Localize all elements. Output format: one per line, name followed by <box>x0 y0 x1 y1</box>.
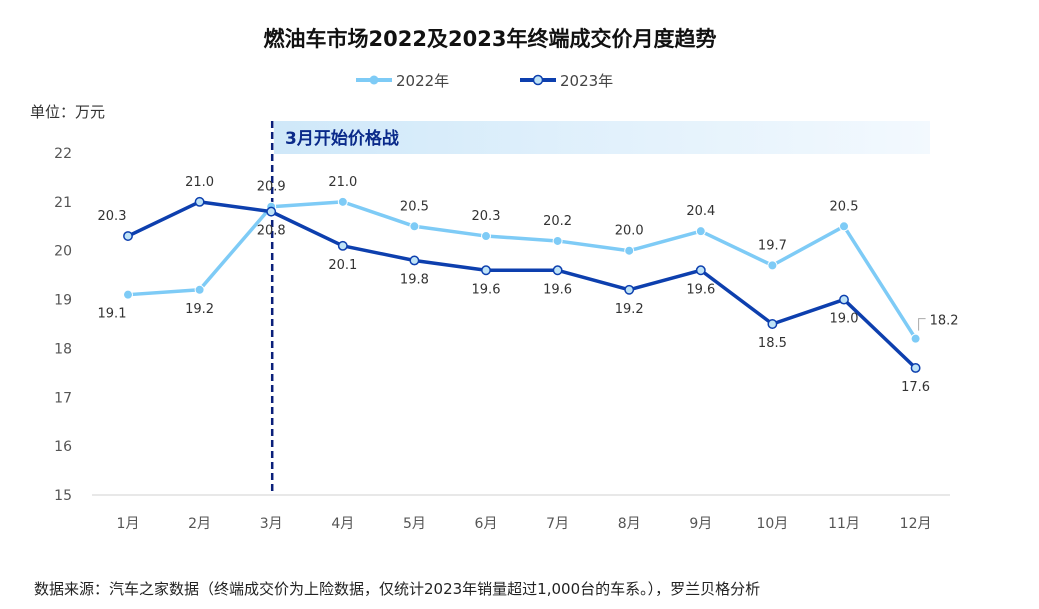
chart-title: 燃油车市场2022及2023年终端成交价月度趋势 <box>264 27 717 51</box>
series-line-2023 <box>127 200 917 370</box>
price-war-annotation: 3月开始价格战 <box>274 121 930 154</box>
data-point-2022 <box>123 289 133 300</box>
data-point-2023 <box>337 240 348 251</box>
data-point-2023 <box>910 363 921 373</box>
x-tick-label: 4月 <box>331 516 354 532</box>
legend-label-2022: 2022年 <box>396 72 449 90</box>
data-point-2023 <box>409 255 420 266</box>
data-label-2022: 20.4 <box>686 204 715 219</box>
data-point-2022 <box>839 221 849 232</box>
y-tick-label: 17 <box>54 390 72 406</box>
data-label-2022: 20.5 <box>400 199 429 214</box>
data-point-2022 <box>194 284 205 295</box>
data-label-2022: 20.9 <box>257 180 286 195</box>
data-label-2022: 19.7 <box>758 238 787 253</box>
leader-line <box>918 318 926 331</box>
source-note: 数据来源：汽车之家数据（终端成交价为上险数据，仅统计2023年销量超过1,000… <box>34 580 761 598</box>
x-tick-label: 10月 <box>756 516 788 532</box>
x-tick-label: 9月 <box>689 516 712 532</box>
data-point-2023 <box>123 231 133 242</box>
data-point-2023 <box>552 265 563 276</box>
data-point-2022 <box>481 231 491 242</box>
data-label-2023: 19.6 <box>686 282 715 297</box>
data-point-2023 <box>839 294 849 305</box>
unit-label: 单位：万元 <box>30 103 105 121</box>
data-label-2022: 20.5 <box>830 199 859 214</box>
y-tick-label: 18 <box>54 341 72 357</box>
x-tick-label: 3月 <box>260 516 283 532</box>
y-tick-label: 16 <box>54 439 72 455</box>
data-label-2022: 18.2 <box>930 314 959 329</box>
data-label-2023: 20.1 <box>328 258 357 273</box>
x-tick-label: 12月 <box>900 516 932 532</box>
data-labels: 19.1 20.3 19.2 21.0 20.9 20.8 21.0 20.1 20.5 19.8… <box>98 175 959 395</box>
data-label-2022: 20.0 <box>615 224 644 239</box>
line-chart: 燃油车市场2022及2023年终端成交价月度趋势 2022年 2023年 单位：… <box>30 27 959 532</box>
data-label-2022: 19.1 <box>98 307 127 322</box>
data-point-2022 <box>910 333 921 344</box>
annotation-text: 3月开始价格战 <box>285 128 399 149</box>
y-tick-label: 15 <box>54 488 72 504</box>
data-label-2023: 20.8 <box>257 224 286 239</box>
series-layer <box>123 196 921 373</box>
x-tick-label: 7月 <box>546 516 569 532</box>
data-label-2022: 21.0 <box>328 175 357 190</box>
series-line-2022 <box>127 200 918 340</box>
data-point-2023 <box>624 284 635 295</box>
legend-marker-2023 <box>532 74 544 86</box>
data-label-2023: 19.6 <box>472 282 501 297</box>
data-label-2023: 19.2 <box>615 302 644 317</box>
data-label-2023: 19.8 <box>400 272 429 287</box>
data-point-2023 <box>695 265 706 276</box>
data-point-2022 <box>695 226 706 237</box>
x-tick-label: 5月 <box>403 516 426 532</box>
data-label-2023: 19.0 <box>830 312 859 327</box>
data-point-2022 <box>624 245 635 256</box>
y-tick-label: 20 <box>54 244 72 260</box>
data-label-2023: 18.5 <box>758 336 787 351</box>
data-point-2023 <box>481 265 491 276</box>
x-axis-ticks: 1月 2月 3月 4月 5月 6月 7月 8月 9月 10月 11月 12月 <box>117 516 932 532</box>
x-tick-label: 1月 <box>117 516 140 532</box>
data-point-2023 <box>266 206 277 217</box>
annotation-band <box>274 121 930 154</box>
data-label-2023: 20.3 <box>98 209 127 224</box>
x-tick-label: 11月 <box>828 516 860 532</box>
data-point-2022 <box>767 260 778 271</box>
y-tick-label: 22 <box>54 146 72 162</box>
x-tick-label: 8月 <box>618 516 641 532</box>
x-tick-label: 6月 <box>475 516 498 532</box>
data-point-2022 <box>337 196 348 207</box>
data-point-2023 <box>767 319 778 329</box>
x-tick-label: 2月 <box>188 516 211 532</box>
legend: 2022年 2023年 <box>356 72 613 90</box>
data-label-2022: 19.2 <box>185 302 214 317</box>
data-point-2022 <box>409 221 420 232</box>
legend-label-2023: 2023年 <box>560 72 613 90</box>
data-label-2022: 20.3 <box>472 209 501 224</box>
y-tick-label: 19 <box>54 293 72 309</box>
data-point-2023 <box>194 196 205 207</box>
y-axis-ticks: 15 16 17 18 19 20 21 22 <box>54 146 72 504</box>
data-label-2023: 21.0 <box>185 175 214 190</box>
data-label-2023: 19.6 <box>543 282 572 297</box>
data-label-2023: 17.6 <box>901 380 930 395</box>
data-point-2022 <box>552 235 563 246</box>
data-label-2022: 20.2 <box>543 214 572 229</box>
legend-marker-2022 <box>369 75 379 85</box>
y-tick-label: 21 <box>54 195 72 211</box>
